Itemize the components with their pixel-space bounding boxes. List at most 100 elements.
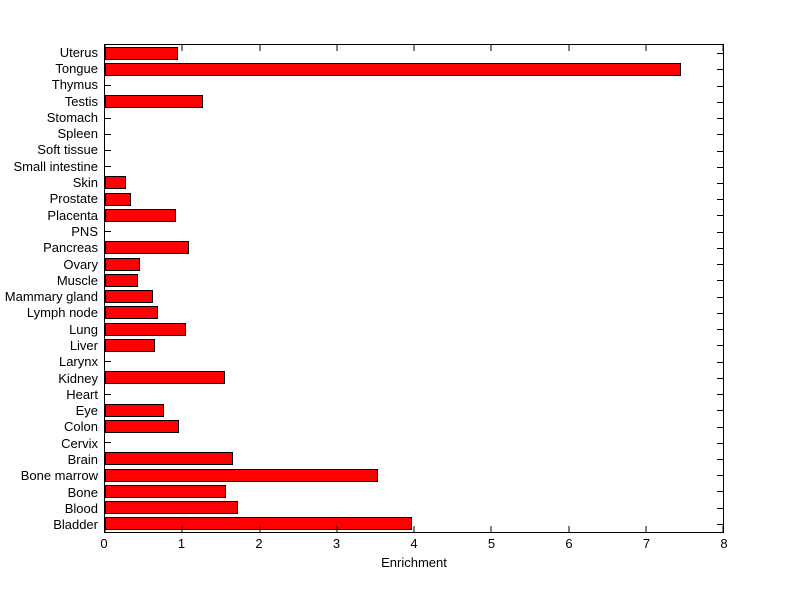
y-tick-left [105, 166, 111, 168]
plot-row [105, 516, 723, 532]
y-tick-right [717, 280, 723, 282]
plot-row [105, 305, 723, 321]
y-tick-right [717, 523, 723, 525]
bar [105, 517, 412, 531]
x-tick-label: 5 [487, 536, 496, 551]
y-axis-label: Placenta [47, 207, 98, 223]
plot-row [105, 451, 723, 467]
y-tick-right [717, 166, 723, 168]
y-axis-label: Soft tissue [37, 142, 98, 158]
plot-rows [105, 45, 723, 532]
y-axis-label: Mammary gland [4, 289, 98, 305]
bar [105, 306, 158, 320]
bar [105, 95, 204, 109]
y-tick-right [717, 426, 723, 428]
y-axis-label: Pancreas [43, 240, 98, 256]
y-tick-right [717, 410, 723, 412]
plot-row [105, 483, 723, 499]
y-tick-left [105, 393, 111, 395]
x-tick [181, 526, 183, 532]
x-tick [645, 45, 647, 51]
bar [105, 62, 681, 76]
bar [105, 208, 177, 222]
y-tick-right [717, 101, 723, 103]
bar [105, 257, 140, 271]
y-tick-right [717, 296, 723, 298]
plot-row [105, 256, 723, 272]
x-tick-label: 1 [177, 536, 186, 551]
x-tick [413, 45, 415, 51]
y-tick-right [717, 134, 723, 136]
x-tick [490, 526, 492, 532]
bar [105, 176, 126, 190]
plot-row [105, 370, 723, 386]
y-axis-label: Testis [64, 93, 98, 109]
plot-row [105, 467, 723, 483]
plot-row [105, 435, 723, 451]
x-tick-label: 6 [565, 536, 573, 551]
plot-row [105, 191, 723, 207]
y-tick-right [717, 507, 723, 509]
x-tick [490, 45, 492, 51]
x-tick [181, 45, 183, 51]
plot-row [105, 207, 723, 223]
bar [105, 420, 180, 433]
y-tick-left [105, 85, 111, 87]
plot-row [105, 94, 723, 110]
bar [105, 273, 139, 287]
y-tick-right [717, 377, 723, 379]
x-tick [645, 526, 647, 532]
y-axis-label: Heart [66, 386, 98, 402]
y-axis-label: Blood [64, 500, 98, 516]
x-tick-label: 7 [642, 536, 651, 551]
y-axis-label: Stomach [46, 109, 98, 125]
plot-row [105, 110, 723, 126]
plot-row [105, 418, 723, 434]
y-tick-right [717, 53, 723, 55]
x-tick [336, 526, 338, 532]
x-tick [568, 45, 569, 51]
y-tick-right [717, 69, 723, 71]
x-tick [104, 45, 106, 51]
y-axis-label: Muscle [56, 272, 98, 288]
y-axis-label: Skin [72, 175, 98, 191]
y-axis-label: Cervix [61, 435, 98, 451]
y-axis-labels: Uterus Tongue Thymus Testis Stomach Spleen Sof… [0, 44, 98, 533]
x-tick-label: 4 [410, 536, 418, 551]
y-tick-right [717, 85, 723, 87]
x-tick-labels: 0 1 2 3 4 5 6 7 8 [100, 536, 728, 551]
y-tick-right [717, 442, 723, 444]
y-tick-right [717, 247, 723, 249]
y-tick-right [717, 361, 723, 363]
plot-row [105, 142, 723, 158]
y-tick-left [105, 150, 111, 152]
bar [105, 192, 132, 206]
plot-row [105, 353, 723, 369]
x-tick [722, 45, 724, 51]
y-axis-label: Small intestine [13, 158, 98, 174]
bar [105, 241, 190, 255]
y-tick-right [717, 329, 723, 331]
plot-row [105, 337, 723, 353]
plot-row [105, 126, 723, 142]
bar [105, 338, 156, 352]
bar [105, 403, 165, 417]
y-tick-right [717, 475, 723, 477]
x-tick-label: 8 [720, 536, 728, 551]
bar [105, 484, 227, 498]
y-axis-label: Eye [75, 403, 98, 419]
bar [105, 468, 379, 482]
y-tick-right [717, 215, 723, 217]
x-tick [104, 526, 106, 532]
plot-row [105, 386, 723, 402]
y-axis-label: Liver [69, 337, 98, 353]
y-axis-label: Prostate [49, 191, 98, 207]
plot-row [105, 175, 723, 191]
plot-row [105, 402, 723, 418]
y-axis-label: Thymus [51, 77, 98, 93]
y-axis-label: Uterus [59, 44, 98, 60]
bar [105, 371, 225, 385]
y-axis-label: Ovary [63, 256, 98, 272]
plot-row [105, 289, 723, 305]
